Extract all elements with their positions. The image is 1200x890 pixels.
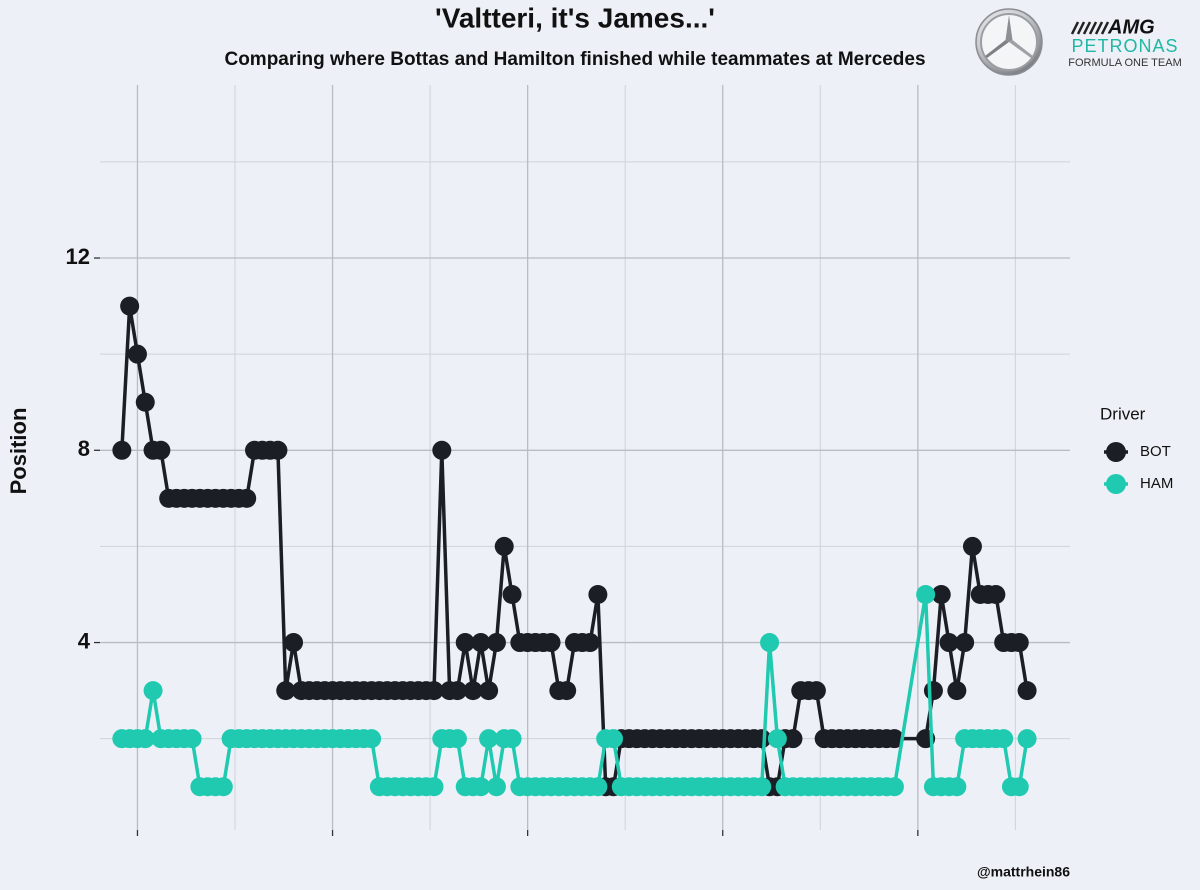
point <box>424 681 444 701</box>
point <box>494 536 514 556</box>
point <box>931 584 951 604</box>
point <box>580 633 600 653</box>
logo-sponsor: PETRONAS <box>1071 36 1178 56</box>
logo-brand: AMG <box>1107 16 1155 38</box>
point <box>541 633 561 653</box>
point <box>947 777 967 797</box>
point <box>1017 729 1037 749</box>
chart-subtitle: Comparing where Bottas and Hamilton fini… <box>224 49 925 70</box>
point <box>884 777 904 797</box>
point <box>502 584 522 604</box>
point <box>760 633 780 653</box>
point <box>947 681 967 701</box>
point <box>447 681 467 701</box>
y-tick-label: 4 <box>78 628 91 653</box>
mercedes-star <box>975 8 1043 76</box>
point <box>479 681 499 701</box>
point <box>955 633 975 653</box>
point <box>603 729 623 749</box>
point <box>1009 633 1029 653</box>
legend-swatch <box>1106 442 1126 462</box>
point <box>916 584 936 604</box>
point <box>432 440 452 460</box>
point <box>962 536 982 556</box>
point <box>939 633 959 653</box>
point <box>752 729 772 749</box>
point <box>479 729 499 749</box>
point <box>268 440 288 460</box>
caption: @mattrhein86 <box>977 864 1070 880</box>
legend-label: HAM <box>1140 475 1173 492</box>
point <box>588 584 608 604</box>
y-tick-label: 8 <box>78 436 90 461</box>
point <box>182 729 202 749</box>
point <box>588 777 608 797</box>
point <box>783 729 803 749</box>
point <box>362 729 382 749</box>
marks <box>112 296 1037 797</box>
point <box>135 729 155 749</box>
legend-title: Driver <box>1100 404 1146 423</box>
point <box>486 633 506 653</box>
legend-label: BOT <box>1140 443 1171 460</box>
point <box>486 777 506 797</box>
point <box>471 633 491 653</box>
legend-swatch <box>1106 474 1126 494</box>
point <box>112 440 132 460</box>
amg-stripes <box>1070 21 1110 35</box>
point <box>135 392 155 412</box>
point <box>767 729 787 749</box>
point <box>1009 777 1029 797</box>
y-axis-label: Position <box>6 408 31 495</box>
point <box>923 681 943 701</box>
chart-title: 'Valtteri, it's James...' <box>435 2 715 33</box>
point <box>151 440 171 460</box>
point <box>986 584 1006 604</box>
grid: 4 8 12 <box>66 85 1070 836</box>
point <box>806 681 826 701</box>
point <box>463 681 483 701</box>
point <box>237 488 257 508</box>
point <box>143 681 163 701</box>
point <box>284 633 304 653</box>
point <box>455 633 475 653</box>
point <box>471 777 491 797</box>
point <box>1017 681 1037 701</box>
point <box>276 681 296 701</box>
point <box>502 729 522 749</box>
point <box>752 777 772 797</box>
point <box>994 729 1014 749</box>
point <box>424 777 444 797</box>
point <box>127 344 147 364</box>
point <box>120 296 140 316</box>
point <box>447 729 467 749</box>
point <box>213 777 233 797</box>
legend: Driver BOT HAM <box>1100 404 1173 494</box>
logo-team: FORMULA ONE TEAM <box>1068 57 1181 69</box>
y-tick-label: 12 <box>66 244 90 269</box>
point <box>884 729 904 749</box>
point <box>557 681 577 701</box>
